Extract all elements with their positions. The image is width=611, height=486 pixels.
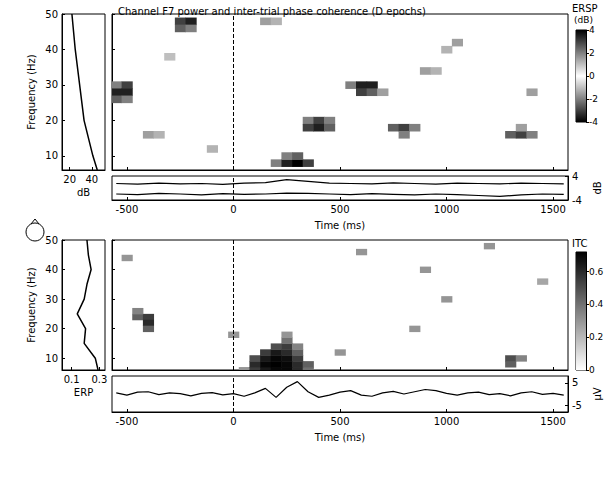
svg-text:10: 10 [45,353,58,364]
svg-text:1000: 1000 [434,204,459,215]
svg-text:-4: -4 [572,195,582,206]
svg-text:Time (ms): Time (ms) [314,432,366,443]
svg-text:4: 4 [589,25,595,35]
svg-text:ERP: ERP [74,387,93,398]
svg-text:Frequency (Hz): Frequency (Hz) [26,54,37,130]
svg-text:30: 30 [45,294,58,305]
svg-text:Frequency (Hz): Frequency (Hz) [26,267,37,343]
svg-text:ITC: ITC [572,238,587,249]
svg-text:30: 30 [45,79,58,90]
svg-text:-2: -2 [589,94,598,104]
svg-text:20: 20 [45,115,58,126]
svg-text:Channel F7 power and inter-tri: Channel F7 power and inter-trial phase c… [118,6,426,17]
svg-text:40: 40 [45,44,58,55]
svg-text:0.3: 0.3 [91,374,107,385]
svg-text:ERSP: ERSP [572,3,598,14]
svg-text:50: 50 [45,9,58,20]
svg-text:500: 500 [330,416,349,427]
svg-text:4: 4 [572,171,578,182]
svg-text:10: 10 [45,150,58,161]
svg-text:5: 5 [572,377,578,388]
svg-text:500: 500 [330,204,349,215]
svg-text:-500: -500 [116,204,139,215]
svg-text:1500: 1500 [540,416,565,427]
svg-text:Time (ms): Time (ms) [314,220,366,231]
svg-text:0: 0 [589,71,595,81]
svg-text:40: 40 [85,174,98,185]
svg-text:1500: 1500 [540,204,565,215]
svg-text:0.1: 0.1 [64,374,80,385]
svg-text:0.2: 0.2 [589,332,603,342]
svg-text:0: 0 [230,416,236,427]
svg-text:0.6: 0.6 [589,267,604,277]
svg-text:1000: 1000 [434,416,459,427]
svg-text:-500: -500 [116,416,139,427]
svg-text:2: 2 [589,48,595,58]
svg-text:50: 50 [45,235,58,246]
svg-text:-5: -5 [572,400,582,411]
svg-text:-4: -4 [589,117,598,127]
svg-text:20: 20 [45,323,58,334]
svg-text:40: 40 [45,264,58,275]
svg-text:0.4: 0.4 [589,299,604,309]
svg-text:0: 0 [230,204,236,215]
svg-text:20: 20 [63,174,76,185]
svg-text:dB: dB [592,181,603,194]
svg-text:dB: dB [77,187,90,198]
svg-text:µV: µV [592,387,603,400]
svg-text:0: 0 [589,365,595,375]
svg-text:(dB): (dB) [574,15,593,25]
